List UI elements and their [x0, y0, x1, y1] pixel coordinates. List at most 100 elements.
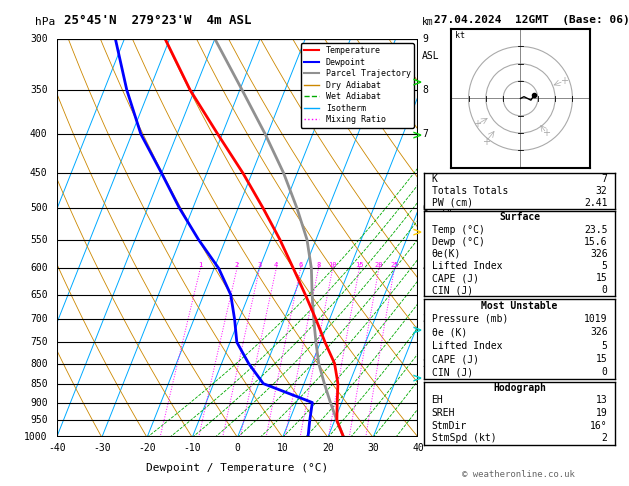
Text: θe(K): θe(K): [431, 249, 461, 259]
Text: 6: 6: [299, 262, 303, 268]
Text: 326: 326: [590, 327, 608, 337]
Text: 27.04.2024  12GMT  (Base: 06): 27.04.2024 12GMT (Base: 06): [433, 15, 629, 25]
Text: +: +: [473, 120, 481, 129]
Text: 40: 40: [413, 443, 424, 453]
Text: Totals Totals: Totals Totals: [431, 186, 508, 196]
Text: 2: 2: [601, 434, 608, 443]
Text: 23.5: 23.5: [584, 225, 608, 235]
Text: 20: 20: [322, 443, 334, 453]
Text: >: >: [412, 227, 422, 240]
Text: CIN (J): CIN (J): [431, 367, 473, 378]
Text: 8: 8: [423, 85, 428, 95]
Text: 3: 3: [257, 262, 262, 268]
Text: 600: 600: [30, 263, 48, 273]
Text: +: +: [542, 128, 550, 138]
Text: Temp (°C): Temp (°C): [431, 225, 484, 235]
Text: 25°45'N  279°23'W  4m ASL: 25°45'N 279°23'W 4m ASL: [64, 14, 252, 27]
Text: +: +: [482, 137, 490, 147]
Text: 9: 9: [423, 34, 428, 44]
Text: 750: 750: [30, 337, 48, 347]
Text: Lifted Index: Lifted Index: [431, 341, 502, 351]
Text: CIN (J): CIN (J): [431, 285, 473, 295]
Text: 10: 10: [277, 443, 289, 453]
Text: 7: 7: [423, 129, 428, 139]
Text: Lifted Index: Lifted Index: [431, 261, 502, 271]
Text: 1: 1: [198, 262, 203, 268]
Text: Most Unstable: Most Unstable: [481, 300, 558, 311]
Text: >: >: [412, 76, 422, 89]
Text: K: K: [431, 174, 438, 184]
Text: Dewpoint / Temperature (°C): Dewpoint / Temperature (°C): [147, 463, 328, 473]
Text: 900: 900: [30, 398, 48, 408]
Text: >: >: [412, 324, 422, 337]
Text: Surface: Surface: [499, 212, 540, 223]
Text: 3: 3: [423, 314, 428, 324]
Text: 350: 350: [30, 85, 48, 95]
Text: 2: 2: [235, 262, 239, 268]
Text: 650: 650: [30, 290, 48, 300]
Text: 15.6: 15.6: [584, 237, 608, 247]
Text: >: >: [412, 130, 422, 142]
Text: 8: 8: [316, 262, 321, 268]
Text: -30: -30: [93, 443, 111, 453]
Text: CAPE (J): CAPE (J): [431, 354, 479, 364]
Text: 2.41: 2.41: [584, 198, 608, 208]
Text: θe (K): θe (K): [431, 327, 467, 337]
Text: 2: 2: [423, 359, 428, 368]
Text: 450: 450: [30, 168, 48, 178]
Text: -20: -20: [138, 443, 156, 453]
Text: 550: 550: [30, 235, 48, 244]
Text: EH: EH: [431, 396, 443, 405]
Text: 15: 15: [355, 262, 364, 268]
Text: 25: 25: [390, 262, 399, 268]
Text: 15: 15: [596, 273, 608, 283]
Text: 950: 950: [30, 416, 48, 425]
Text: 30: 30: [367, 443, 379, 453]
Text: +: +: [560, 76, 568, 86]
Text: 16°: 16°: [590, 421, 608, 431]
Text: 1019: 1019: [584, 314, 608, 324]
Text: 20: 20: [375, 262, 383, 268]
Text: 800: 800: [30, 359, 48, 368]
Text: kt: kt: [455, 31, 465, 40]
Text: Hodograph: Hodograph: [493, 383, 546, 393]
Text: ASL: ASL: [422, 51, 440, 61]
Text: StmSpd (kt): StmSpd (kt): [431, 434, 496, 443]
Text: 10: 10: [328, 262, 337, 268]
Text: 700: 700: [30, 314, 48, 324]
Text: km: km: [422, 17, 433, 27]
Text: PW (cm): PW (cm): [431, 198, 473, 208]
Text: Mixing Ratio (g/kg): Mixing Ratio (g/kg): [442, 182, 452, 294]
Text: CAPE (J): CAPE (J): [431, 273, 479, 283]
Text: 300: 300: [30, 34, 48, 44]
Text: SREH: SREH: [431, 408, 455, 418]
Text: 0: 0: [601, 367, 608, 378]
Text: 7: 7: [601, 174, 608, 184]
Legend: Temperature, Dewpoint, Parcel Trajectory, Dry Adiabat, Wet Adiabat, Isotherm, Mi: Temperature, Dewpoint, Parcel Trajectory…: [301, 43, 414, 128]
Text: 326: 326: [590, 249, 608, 259]
Text: 0: 0: [235, 443, 240, 453]
Text: 6: 6: [423, 203, 428, 213]
Text: 0: 0: [601, 285, 608, 295]
Text: 15: 15: [596, 354, 608, 364]
Text: 13: 13: [596, 396, 608, 405]
Text: 400: 400: [30, 129, 48, 139]
Text: -40: -40: [48, 443, 65, 453]
Text: 19: 19: [596, 408, 608, 418]
Text: Dewp (°C): Dewp (°C): [431, 237, 484, 247]
Text: 32: 32: [596, 186, 608, 196]
Text: 5: 5: [601, 261, 608, 271]
Text: 5: 5: [601, 341, 608, 351]
Text: 4: 4: [274, 262, 279, 268]
Text: 1000: 1000: [24, 433, 48, 442]
Text: Pressure (mb): Pressure (mb): [431, 314, 508, 324]
Text: © weatheronline.co.uk: © weatheronline.co.uk: [462, 469, 576, 479]
Text: 500: 500: [30, 203, 48, 213]
Text: >: >: [412, 373, 422, 385]
Text: -10: -10: [184, 443, 201, 453]
Text: hPa: hPa: [35, 17, 55, 27]
Text: 1LCL: 1LCL: [423, 398, 443, 407]
Text: StmDir: StmDir: [431, 421, 467, 431]
Text: 4: 4: [423, 263, 428, 273]
Text: 850: 850: [30, 379, 48, 389]
